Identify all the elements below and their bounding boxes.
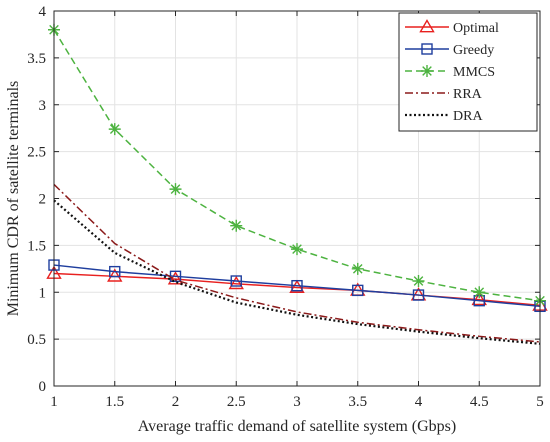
y-axis-label: Minimum CDR of satellite terminals	[5, 81, 22, 317]
x-tick-label: 3	[293, 394, 301, 410]
axis-ticks: 1 1.5 2 2.5 3 3.5 4 4.5 5 0 0.5 1 1.5 2 2.5 3 3.5 4	[27, 4, 544, 410]
legend-box	[398, 12, 538, 132]
x-tick-label: 4	[415, 394, 423, 410]
x-tick-label: 2	[172, 394, 180, 410]
x-tick-label: 4.5	[470, 394, 489, 410]
y-tick-label: 2.5	[27, 145, 46, 161]
legend-item-mmcs: MMCS	[405, 65, 495, 80]
y-tick-label: 1.5	[27, 238, 46, 254]
x-axis-label: Average traffic demand of satellite syst…	[138, 418, 456, 435]
x-tick-label: 1.5	[105, 394, 124, 410]
legend-item-greedy: Greedy	[405, 43, 494, 58]
legend: Optimal Greedy MMCS RRA DRA	[398, 12, 538, 132]
series-group	[46, 23, 548, 345]
series-line-mmcs	[53, 29, 541, 302]
x-tick-label: 2.5	[227, 394, 246, 410]
data-point-mmcs	[291, 243, 303, 256]
x-tick-label: 5	[536, 394, 544, 410]
data-point-mmcs	[473, 286, 486, 299]
legend-item-optimal: Optimal	[405, 19, 499, 36]
legend-label-optimal: Optimal	[453, 21, 499, 36]
y-tick-label: 4	[39, 4, 47, 20]
x-tick-label: 1	[50, 394, 58, 410]
data-point-greedy	[109, 265, 121, 278]
series-line-dra	[53, 199, 541, 345]
legend-item-rra: RRA	[405, 87, 483, 102]
series-line-rra	[53, 183, 541, 343]
y-tick-label: 3	[39, 98, 47, 114]
legend-label-mmcs: MMCS	[453, 65, 495, 80]
legend-label-greedy: Greedy	[453, 43, 494, 58]
data-point-mmcs	[108, 123, 121, 136]
y-tick-label: 2	[39, 192, 47, 208]
series-rra	[53, 183, 541, 343]
data-point-mmcs	[412, 275, 425, 287]
data-point-optimal	[107, 268, 123, 282]
y-tick-label: 1	[39, 285, 47, 301]
y-tick-label: 0	[39, 379, 47, 395]
data-point-greedy	[291, 279, 303, 292]
y-tick-label: 3.5	[27, 51, 46, 67]
data-point-greedy	[412, 289, 425, 301]
series-line-greedy	[53, 264, 541, 308]
legend-marker-mmcs	[421, 65, 433, 77]
legend-label-dra: DRA	[453, 109, 483, 124]
legend-item-dra: DRA	[405, 109, 483, 124]
data-point-greedy	[230, 275, 242, 287]
legend-marker-greedy	[421, 43, 433, 55]
data-point-optimal	[471, 291, 487, 306]
data-point-greedy	[352, 284, 364, 297]
data-point-mmcs	[351, 262, 364, 275]
series-greedy	[48, 259, 546, 313]
data-point-optimal	[228, 275, 244, 290]
x-tick-label: 3.5	[348, 394, 367, 410]
data-point-mmcs	[230, 219, 243, 232]
series-dra	[53, 199, 541, 345]
y-tick-label: 0.5	[27, 332, 46, 348]
data-point-mmcs	[169, 183, 182, 196]
legend-marker-optimal	[419, 19, 435, 33]
legend-label-rra: RRA	[453, 87, 483, 102]
